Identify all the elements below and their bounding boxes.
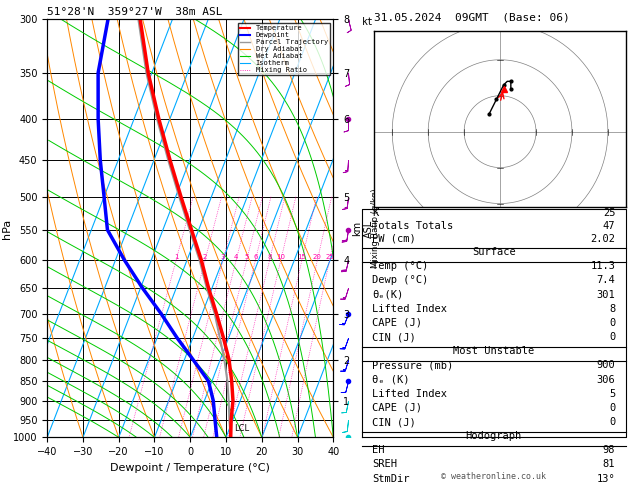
Text: 8: 8: [609, 304, 615, 313]
Text: LCL: LCL: [235, 424, 250, 433]
X-axis label: Dewpoint / Temperature (°C): Dewpoint / Temperature (°C): [110, 463, 270, 473]
Text: θₑ (K): θₑ (K): [372, 375, 409, 384]
Text: Pressure (mb): Pressure (mb): [372, 360, 454, 370]
Text: PW (cm): PW (cm): [372, 234, 416, 244]
Text: CAPE (J): CAPE (J): [372, 318, 422, 328]
Text: 900: 900: [596, 360, 615, 370]
Text: 0: 0: [609, 417, 615, 427]
Text: 81: 81: [603, 459, 615, 469]
Text: 25: 25: [603, 208, 615, 218]
Text: 1: 1: [174, 254, 179, 260]
Text: 2.02: 2.02: [590, 234, 615, 244]
Text: © weatheronline.co.uk: © weatheronline.co.uk: [442, 472, 546, 481]
Text: 13°: 13°: [596, 474, 615, 484]
Text: 306: 306: [596, 375, 615, 384]
Text: Hodograph: Hodograph: [465, 431, 522, 441]
Text: SREH: SREH: [372, 459, 398, 469]
Text: 7.4: 7.4: [596, 276, 615, 285]
Text: CAPE (J): CAPE (J): [372, 403, 422, 413]
Text: θₑ(K): θₑ(K): [372, 290, 403, 299]
Text: StmDir: StmDir: [372, 474, 409, 484]
Text: 2: 2: [203, 254, 208, 260]
Text: 4: 4: [234, 254, 238, 260]
Text: K: K: [372, 208, 379, 218]
Text: Temp (°C): Temp (°C): [372, 261, 428, 271]
Text: 47: 47: [603, 221, 615, 231]
Text: 5: 5: [609, 389, 615, 399]
Text: 3: 3: [221, 254, 225, 260]
Text: kt: kt: [362, 17, 374, 28]
Text: 0: 0: [609, 403, 615, 413]
Text: 301: 301: [596, 290, 615, 299]
Text: 51°28'N  359°27'W  38m ASL: 51°28'N 359°27'W 38m ASL: [47, 7, 223, 17]
Text: CIN (J): CIN (J): [372, 332, 416, 342]
Text: 25: 25: [325, 254, 334, 260]
Text: EH: EH: [372, 445, 385, 455]
Text: Dewp (°C): Dewp (°C): [372, 276, 428, 285]
Text: 20: 20: [313, 254, 322, 260]
Text: Surface: Surface: [472, 247, 516, 257]
Text: 8: 8: [267, 254, 272, 260]
Text: 11.3: 11.3: [590, 261, 615, 271]
Text: 5: 5: [245, 254, 249, 260]
Text: 0: 0: [609, 318, 615, 328]
Text: 98: 98: [603, 445, 615, 455]
Text: Lifted Index: Lifted Index: [372, 304, 447, 313]
Text: Lifted Index: Lifted Index: [372, 389, 447, 399]
Y-axis label: km
ASL: km ASL: [352, 219, 374, 238]
Text: 15: 15: [298, 254, 306, 260]
Text: 6: 6: [253, 254, 258, 260]
Text: Totals Totals: Totals Totals: [372, 221, 454, 231]
Text: 10: 10: [276, 254, 286, 260]
Text: Mixing Ratio (g/kg): Mixing Ratio (g/kg): [370, 189, 379, 268]
Y-axis label: hPa: hPa: [1, 218, 11, 239]
Text: CIN (J): CIN (J): [372, 417, 416, 427]
Legend: Temperature, Dewpoint, Parcel Trajectory, Dry Adiabat, Wet Adiabat, Isotherm, Mi: Temperature, Dewpoint, Parcel Trajectory…: [238, 23, 330, 75]
Text: 31.05.2024  09GMT  (Base: 06): 31.05.2024 09GMT (Base: 06): [374, 12, 570, 22]
Text: 0: 0: [609, 332, 615, 342]
Text: Most Unstable: Most Unstable: [453, 346, 535, 356]
